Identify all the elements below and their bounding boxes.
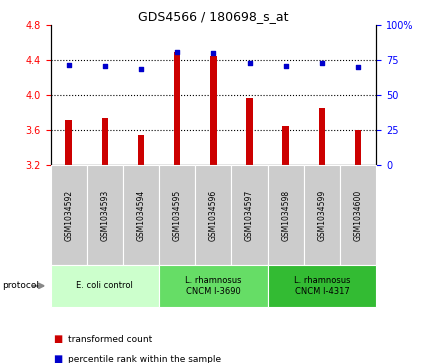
Bar [355,130,361,165]
Text: GSM1034599: GSM1034599 [317,189,326,241]
Bar [66,120,72,165]
Text: transformed count: transformed count [68,335,152,344]
Text: L. rhamnosus
CNCM I-3690: L. rhamnosus CNCM I-3690 [185,276,242,295]
Text: GSM1034593: GSM1034593 [100,189,110,241]
Point [319,60,326,66]
Text: ■: ■ [53,334,62,344]
Text: GSM1034600: GSM1034600 [354,189,363,241]
Text: L. rhamnosus
CNCM I-4317: L. rhamnosus CNCM I-4317 [293,276,350,295]
Bar [174,53,180,165]
Point [210,50,217,56]
Point [355,65,362,70]
Bar [246,98,253,165]
Text: E. coli control: E. coli control [77,281,133,290]
Text: GSM1034594: GSM1034594 [136,189,146,241]
Bar [319,109,325,165]
Text: percentile rank within the sample: percentile rank within the sample [68,355,221,363]
Text: GSM1034595: GSM1034595 [173,189,182,241]
Text: GSM1034596: GSM1034596 [209,189,218,241]
Point [65,62,72,68]
Point [246,60,253,66]
Text: GSM1034592: GSM1034592 [64,189,73,241]
Title: GDS4566 / 180698_s_at: GDS4566 / 180698_s_at [138,10,289,23]
Text: protocol: protocol [2,281,39,290]
Bar [282,126,289,165]
Point [282,63,289,69]
Point [101,63,108,69]
Bar [210,56,216,165]
Point [174,49,181,55]
Bar [102,118,108,165]
Text: GSM1034598: GSM1034598 [281,189,290,241]
Bar [138,135,144,165]
Text: GSM1034597: GSM1034597 [245,189,254,241]
Point [138,66,145,72]
Text: ■: ■ [53,354,62,363]
